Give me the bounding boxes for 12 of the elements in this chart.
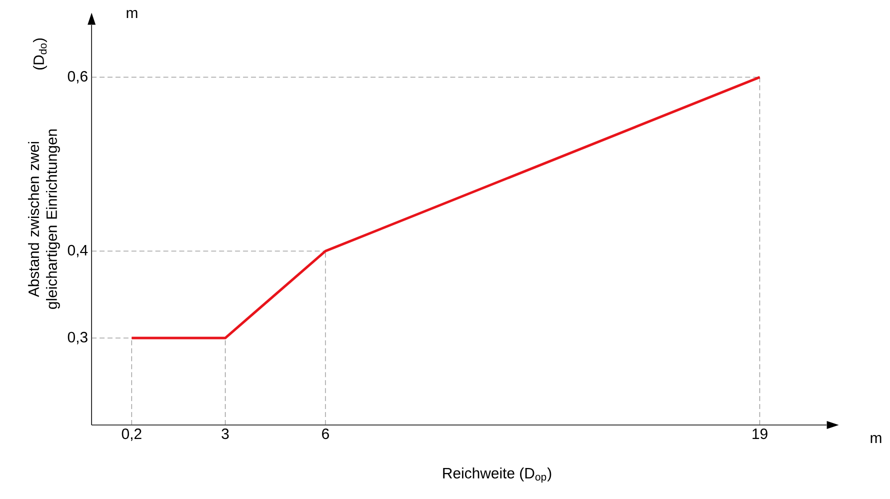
x-tick-label: 19 [752, 428, 768, 440]
x-tick-label: 6 [322, 428, 329, 440]
x-tick-label: 0,2 [122, 428, 142, 441]
x-tick-label: 3 [222, 428, 229, 440]
text: m [870, 434, 882, 444]
y-axis-title: Abstand zwischen zwei gleichartigen Einrichtungen [28, 129, 60, 309]
text: (D$_{do}$) [33, 38, 47, 70]
y-tick-label: 0,3 [68, 332, 88, 344]
y-tick-label: 0,4 [68, 244, 88, 258]
text: m [126, 10, 138, 18]
x-axis-title: Reichweite (D$_{op}$) [443, 468, 552, 483]
y-tick-label: 0,6 [68, 70, 88, 84]
